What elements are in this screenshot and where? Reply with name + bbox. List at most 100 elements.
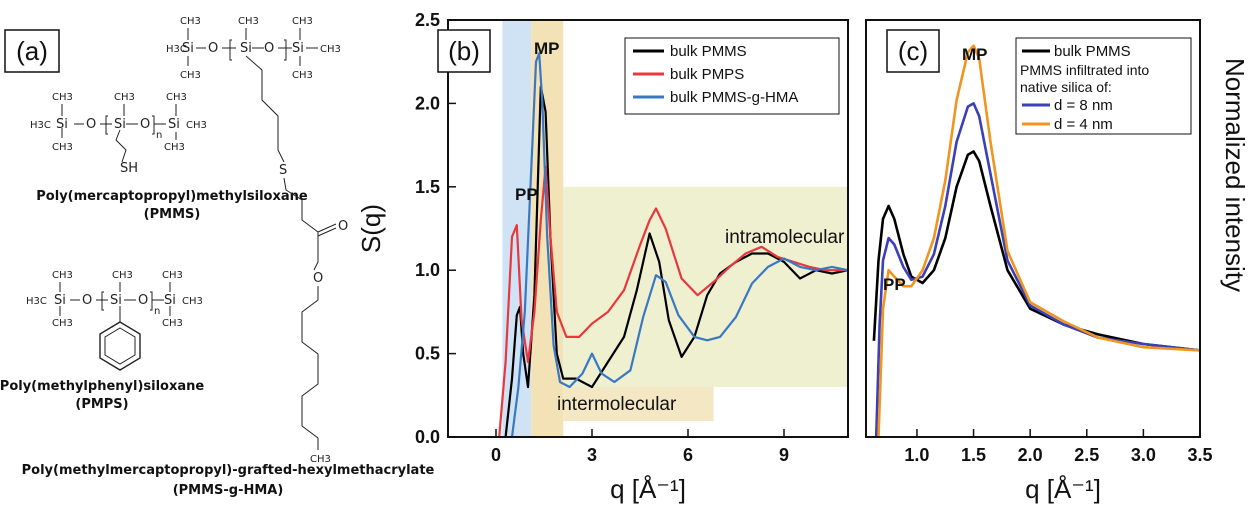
hma-o-1: O — [208, 41, 218, 56]
hma-si-3: Si — [292, 41, 304, 56]
panel-c-legend-label-1: d = 8 nm — [1054, 97, 1113, 114]
panel-b-annotation-pp: PP — [515, 185, 538, 204]
panel-c-y-axis-label: Normalized intensity — [1220, 58, 1250, 292]
panel-b-y-tick-label-1: 0.5 — [415, 344, 440, 364]
panel-c-series-line-2 — [877, 44, 1201, 438]
panel-c-annotation-mp: MP — [962, 45, 988, 64]
panel-c-legend-box — [1015, 37, 1192, 135]
panel-b-series-line-1 — [498, 165, 848, 438]
panel-b-y-ticks: 0.0 0.5 1.0 1.5 2.0 2.5 — [415, 10, 456, 447]
panel-b-annotation-intramolecular: intramolecular — [725, 227, 845, 248]
pmps-si-1: Si — [54, 293, 66, 308]
pmms-structure: CH3 H3C Si O CH3 CH3 Si O n CH3 Si CH3 C… — [30, 92, 207, 176]
pmms-name: Poly(mercaptopropyl)methylsiloxane — [36, 189, 308, 204]
panel-b-annotation-mp: MP — [534, 39, 560, 58]
panel-a: (a) CH3 H3C Si O CH3 CH3 Si O n CH3 Si C — [0, 16, 435, 498]
panel-c-legend-label-2: d = 4 nm — [1054, 116, 1113, 133]
hma-o-ester: O — [313, 271, 323, 286]
pmms-n: n — [156, 130, 162, 141]
panel-c-x-tick-label-1: 1.5 — [961, 445, 986, 465]
hma-s: S — [279, 163, 287, 178]
panel-c-annotation-pp: PP — [883, 275, 906, 294]
pmps-ch3-3: CH3 — [112, 270, 133, 281]
panel-b-label-box — [437, 29, 491, 73]
panel-b-label: (b) — [448, 36, 480, 66]
hma-ch3-1: CH3 — [180, 16, 201, 27]
panel-b: 0 3 6 9 0.0 0.5 1.0 1.5 2.0 2.5 q [Å⁻¹] S(q) (b)… — [356, 10, 849, 504]
pmms-ch3-4: CH3 — [166, 92, 187, 103]
pmms-sh: SH — [120, 161, 138, 176]
pmms-ch3-6: CH3 — [164, 142, 185, 153]
pmms-si-3: Si — [168, 117, 180, 132]
panel-b-x-tick-label-0: 0 — [491, 445, 501, 465]
panel-c-x-tick-label-3: 2.5 — [1074, 445, 1099, 465]
pmps-name: Poly(methylphenyl)siloxane — [0, 379, 204, 394]
panel-b-x-tick-label-2: 6 — [683, 445, 693, 465]
pmps-ch3-4: CH3 — [162, 270, 183, 281]
panel-b-legend: bulk PMMS bulk PMPS bulk PMMS-g-HMA — [624, 37, 840, 115]
pmps-n: n — [154, 306, 160, 317]
intramolecular-region-shade — [563, 186, 848, 387]
pmps-abbr: (PMPS) — [75, 397, 128, 412]
panel-c-x-tick-label-5: 3.5 — [1187, 445, 1212, 465]
panel-b-x-axis-label: q [Å⁻¹] — [610, 474, 686, 504]
pmms-ch3-2: CH3 — [52, 142, 73, 153]
panel-b-x-ticks: 0 3 6 9 — [491, 429, 789, 465]
pmms-g-hma-structure: CH3 H3C Si O CH3 CH3 Si O CH3 Si CH3 CH3… — [166, 16, 348, 465]
hma-si-2: Si — [240, 41, 252, 56]
pmms-ch3-5: CH3 — [186, 120, 207, 131]
panel-b-y-tick-label-3: 1.5 — [415, 177, 440, 197]
pmps-ch3-5: CH3 — [182, 296, 203, 307]
hma-ch3-3: CH3 — [238, 16, 259, 27]
pmms-o-2: O — [140, 117, 150, 132]
pmps-ch3-6: CH3 — [162, 318, 183, 329]
pmms-ch3-3: CH3 — [114, 92, 135, 103]
pmps-si-2: Si — [110, 293, 122, 308]
pmms-si-2: Si — [114, 117, 126, 132]
panel-c-legend-note: PMMS infiltrated into native silica of: — [1020, 62, 1150, 95]
hma-ch3-6: CH3 — [292, 70, 313, 81]
panel-b-y-tick-label-2: 1.0 — [415, 260, 440, 280]
panel-b-annotation-intermolecular: intermolecular — [557, 394, 677, 415]
panel-c-x-tick-label-0: 1.0 — [904, 445, 929, 465]
panel-b-y-tick-label-0: 0.0 — [415, 427, 440, 447]
panel-c-legend-note-wrap: PMMS infiltrated into native silica of: — [1020, 62, 1150, 95]
pmps-ch3-1: CH3 — [52, 270, 73, 281]
hma-o-carbonyl: O — [338, 219, 348, 234]
hma-ch3-5: CH3 — [320, 44, 341, 55]
hma-o-2: O — [264, 41, 274, 56]
panel-b-series-line-2 — [510, 52, 849, 438]
pmms-o-1: O — [86, 117, 96, 132]
panel-b-shaded-regions — [502, 20, 848, 437]
panel-c-plot-frame — [865, 19, 1201, 438]
pmps-ch3-2: CH3 — [52, 318, 73, 329]
panel-b-x-tick-label-3: 9 — [779, 445, 789, 465]
panel-b-series — [498, 52, 849, 438]
pmms-si-1: Si — [56, 117, 68, 132]
hma-ch3-end: CH3 — [310, 454, 331, 465]
pmps-o-1: O — [82, 293, 92, 308]
panel-b-x-tick-label-1: 3 — [587, 445, 597, 465]
pmms-h3c: H3C — [30, 120, 51, 131]
panel-b-legend-label-2: bulk PMMS-g-HMA — [670, 89, 798, 106]
pmps-si-3: Si — [164, 293, 176, 308]
panel-b-legend-label-0: bulk PMMS — [670, 43, 747, 60]
panel-c-series-line-0 — [872, 150, 1201, 352]
panel-b-y-tick-label-4: 2.0 — [415, 93, 440, 113]
panel-b-y-tick-label-5: 2.5 — [415, 10, 440, 30]
panel-c-series — [872, 44, 1201, 438]
panel-c-label-box — [886, 29, 940, 73]
panel-c: 1.0 1.5 2.0 2.5 3.0 3.5 q [Å⁻¹] Normalized in… — [865, 19, 1250, 504]
pmps-structure: CH3 H3C Si O CH3 CH3 Si O n CH3 Si CH3 C… — [26, 270, 203, 371]
pmps-o-2: O — [138, 293, 148, 308]
pmms-abbr: (PMMS) — [144, 207, 201, 222]
panel-b-legend-label-1: bulk PMPS — [670, 66, 744, 83]
hma-name: Poly(methylmercaptopropyl)-grafted-hexyl… — [22, 463, 435, 478]
panel-a-box — [4, 29, 60, 73]
panel-c-label: (c) — [898, 36, 928, 66]
hma-si-1: Si — [182, 41, 194, 56]
panel-a-label: (a) — [16, 36, 48, 66]
panel-b-y-axis-label: S(q) — [356, 204, 386, 253]
hma-h3c: H3C — [166, 44, 187, 55]
